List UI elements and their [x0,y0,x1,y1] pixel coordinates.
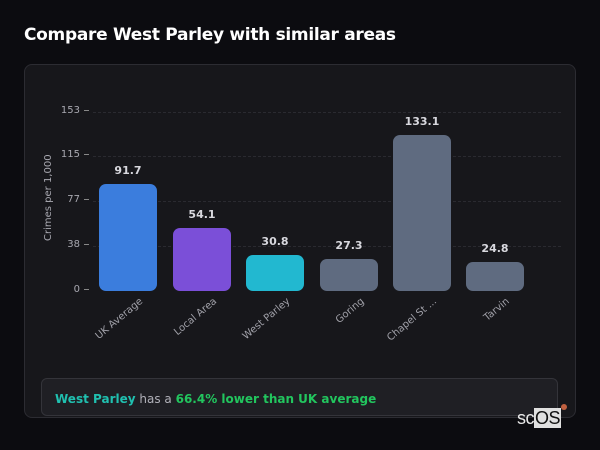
y-tick: 153 [59,105,89,116]
summary-text: has a [135,392,176,406]
x-tick-label: Goring [333,296,367,326]
y-axis-label: Crimes per 1,000 [43,154,54,241]
value-label: 133.1 [404,115,440,129]
x-tick-label: West Parley [240,296,293,342]
bar-local-area[interactable] [173,227,231,291]
y-tick: 115 [59,149,89,160]
grid-line [93,112,561,113]
scos-logo: scOS [517,404,568,429]
bar-west-parley[interactable] [246,254,304,291]
value-label: 24.8 [481,241,509,255]
registered-icon [561,404,568,410]
bar-chapel-st[interactable] [393,135,451,291]
summary-stat: 66.4% lower than UK average [175,392,377,406]
y-tick: 38 [59,239,89,250]
page-title: Compare West Parley with similar areas [24,25,396,45]
value-label: 54.1 [188,207,216,221]
bar-goring[interactable] [320,259,378,291]
summary-box: West Parley has a 66.4% lower than UK av… [41,378,558,416]
y-tick: 0 [59,284,89,295]
chart-card: Crimes per 1,000 0 38 77 115 153 91.7 UK Avera… [24,64,576,418]
grid-line [93,156,561,157]
grid-line [93,246,561,247]
value-label: 30.8 [261,234,289,248]
bar-tarvin[interactable] [466,261,524,291]
x-tick-label: UK Average [93,296,146,342]
value-label: 27.3 [335,239,363,253]
x-tick-label: Local Area [172,296,220,338]
x-tick-label: Chapel St ... [385,296,440,344]
x-tick-label: Tarvin [482,296,513,324]
summary-location: West Parley [55,392,136,406]
y-tick: 77 [59,194,89,205]
grid-line [93,201,561,202]
bar-uk-average[interactable] [99,183,157,291]
value-label: 91.7 [114,163,142,177]
